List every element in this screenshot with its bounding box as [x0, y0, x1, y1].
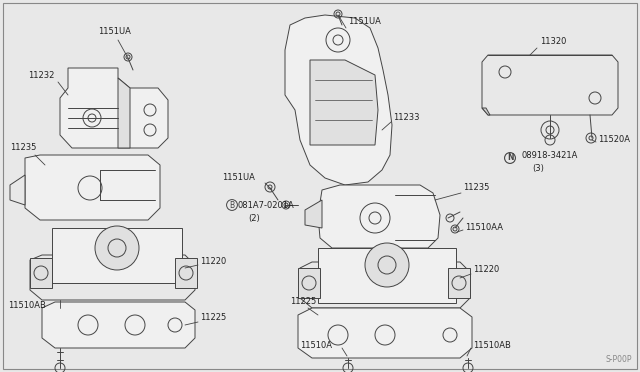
Bar [30, 258, 52, 288]
Polygon shape [305, 200, 322, 228]
Text: B: B [229, 201, 235, 209]
Text: 11232: 11232 [28, 71, 54, 80]
Text: 11510A: 11510A [300, 340, 332, 350]
Bar [298, 268, 320, 298]
Bar [448, 268, 470, 298]
Text: 11235: 11235 [463, 183, 490, 192]
Polygon shape [25, 155, 160, 220]
Text: 11220: 11220 [473, 266, 499, 275]
Polygon shape [60, 68, 168, 148]
Text: 1151UA: 1151UA [222, 173, 255, 183]
Polygon shape [300, 262, 470, 308]
Circle shape [95, 226, 139, 270]
Text: 11233: 11233 [393, 113, 419, 122]
Text: 1151UA: 1151UA [98, 28, 131, 36]
Text: 11510AB: 11510AB [8, 301, 46, 310]
Polygon shape [298, 308, 472, 358]
Text: 1151UA: 1151UA [348, 17, 381, 26]
Polygon shape [118, 78, 130, 148]
Polygon shape [42, 302, 195, 348]
Bar [318, 248, 456, 303]
Polygon shape [482, 55, 618, 115]
Bar [52, 228, 182, 283]
Text: 11225: 11225 [290, 298, 316, 307]
Text: S-P00P: S-P00P [605, 355, 632, 364]
Text: 08918-3421A: 08918-3421A [522, 151, 579, 160]
Text: 11235: 11235 [10, 144, 36, 153]
Polygon shape [30, 255, 195, 300]
Circle shape [365, 243, 409, 287]
Text: (3): (3) [532, 164, 544, 173]
Text: N: N [507, 154, 513, 163]
Text: 11510AA: 11510AA [465, 224, 503, 232]
Text: 11520A: 11520A [598, 135, 630, 144]
Text: 11225: 11225 [200, 314, 227, 323]
Bar [175, 258, 197, 288]
Polygon shape [10, 175, 25, 205]
Text: 11510AB: 11510AB [473, 340, 511, 350]
Text: (2): (2) [248, 214, 260, 222]
Text: 11320: 11320 [540, 38, 566, 46]
Polygon shape [285, 15, 392, 185]
Polygon shape [318, 185, 440, 248]
Text: 11220: 11220 [200, 257, 227, 266]
Polygon shape [310, 60, 378, 145]
Polygon shape [482, 108, 490, 115]
Text: 081A7-0201A: 081A7-0201A [238, 201, 295, 209]
